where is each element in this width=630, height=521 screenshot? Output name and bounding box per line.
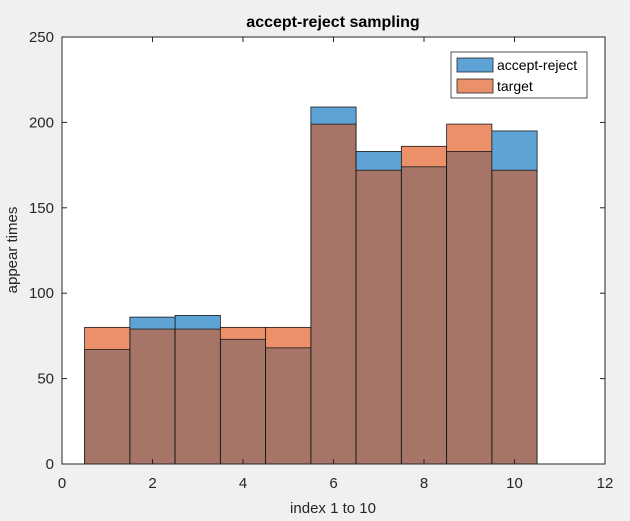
y-axis-label: appear times bbox=[4, 207, 21, 294]
bar-target-top-1 bbox=[84, 327, 130, 350]
histogram-bars bbox=[84, 106, 538, 465]
bar-target-top-5 bbox=[265, 327, 311, 348]
y-tick-label: 150 bbox=[29, 200, 54, 217]
y-tick-label: 200 bbox=[29, 114, 54, 131]
x-tick-label: 10 bbox=[506, 475, 523, 492]
x-tick-label: 2 bbox=[148, 475, 156, 492]
x-axis-label: index 1 to 10 bbox=[290, 500, 376, 517]
bar-overlap-2 bbox=[129, 329, 176, 464]
bar-target-top-8 bbox=[401, 146, 447, 167]
bar-overlap-1 bbox=[84, 349, 130, 464]
bar-target-top-4 bbox=[220, 327, 266, 340]
bar-target-top-9 bbox=[446, 124, 492, 152]
x-axis: 0 2 4 6 8 10 12 bbox=[58, 37, 614, 492]
y-tick-label: 50 bbox=[37, 371, 54, 388]
bar-overlap-10 bbox=[491, 170, 538, 464]
x-tick-label: 0 bbox=[58, 475, 66, 492]
bar-overlap-8 bbox=[401, 166, 447, 465]
legend-label-target: target bbox=[497, 78, 533, 94]
legend-swatch-accept-reject bbox=[456, 57, 494, 73]
bar-accept-reject-top-3 bbox=[175, 315, 221, 330]
bar-accept-reject-top-7 bbox=[356, 151, 402, 171]
y-tick-label: 0 bbox=[46, 456, 54, 473]
x-tick-label: 12 bbox=[597, 475, 614, 492]
bar-accept-reject-top-6 bbox=[310, 107, 357, 125]
x-tick-label: 4 bbox=[239, 475, 247, 492]
x-tick-label: 6 bbox=[329, 475, 337, 492]
bar-accept-reject-top-10 bbox=[491, 130, 538, 171]
bar-overlap-6 bbox=[310, 124, 357, 464]
legend-label-accept-reject: accept-reject bbox=[497, 57, 577, 73]
bar-accept-reject-top-2 bbox=[129, 317, 176, 330]
bar-overlap-9 bbox=[446, 151, 492, 464]
legend: accept-reject target bbox=[450, 51, 588, 99]
bar-overlap-4 bbox=[220, 339, 266, 464]
y-tick-label: 100 bbox=[29, 285, 54, 302]
bar-overlap-3 bbox=[175, 329, 221, 464]
chart-title: accept-reject sampling bbox=[246, 14, 419, 31]
y-axis: 0 50 100 150 200 250 bbox=[29, 29, 605, 473]
y-tick-label: 250 bbox=[29, 29, 54, 46]
bar-overlap-5 bbox=[265, 347, 311, 464]
x-tick-label: 8 bbox=[420, 475, 428, 492]
legend-swatch-target bbox=[456, 78, 494, 94]
bar-overlap-7 bbox=[356, 170, 402, 464]
